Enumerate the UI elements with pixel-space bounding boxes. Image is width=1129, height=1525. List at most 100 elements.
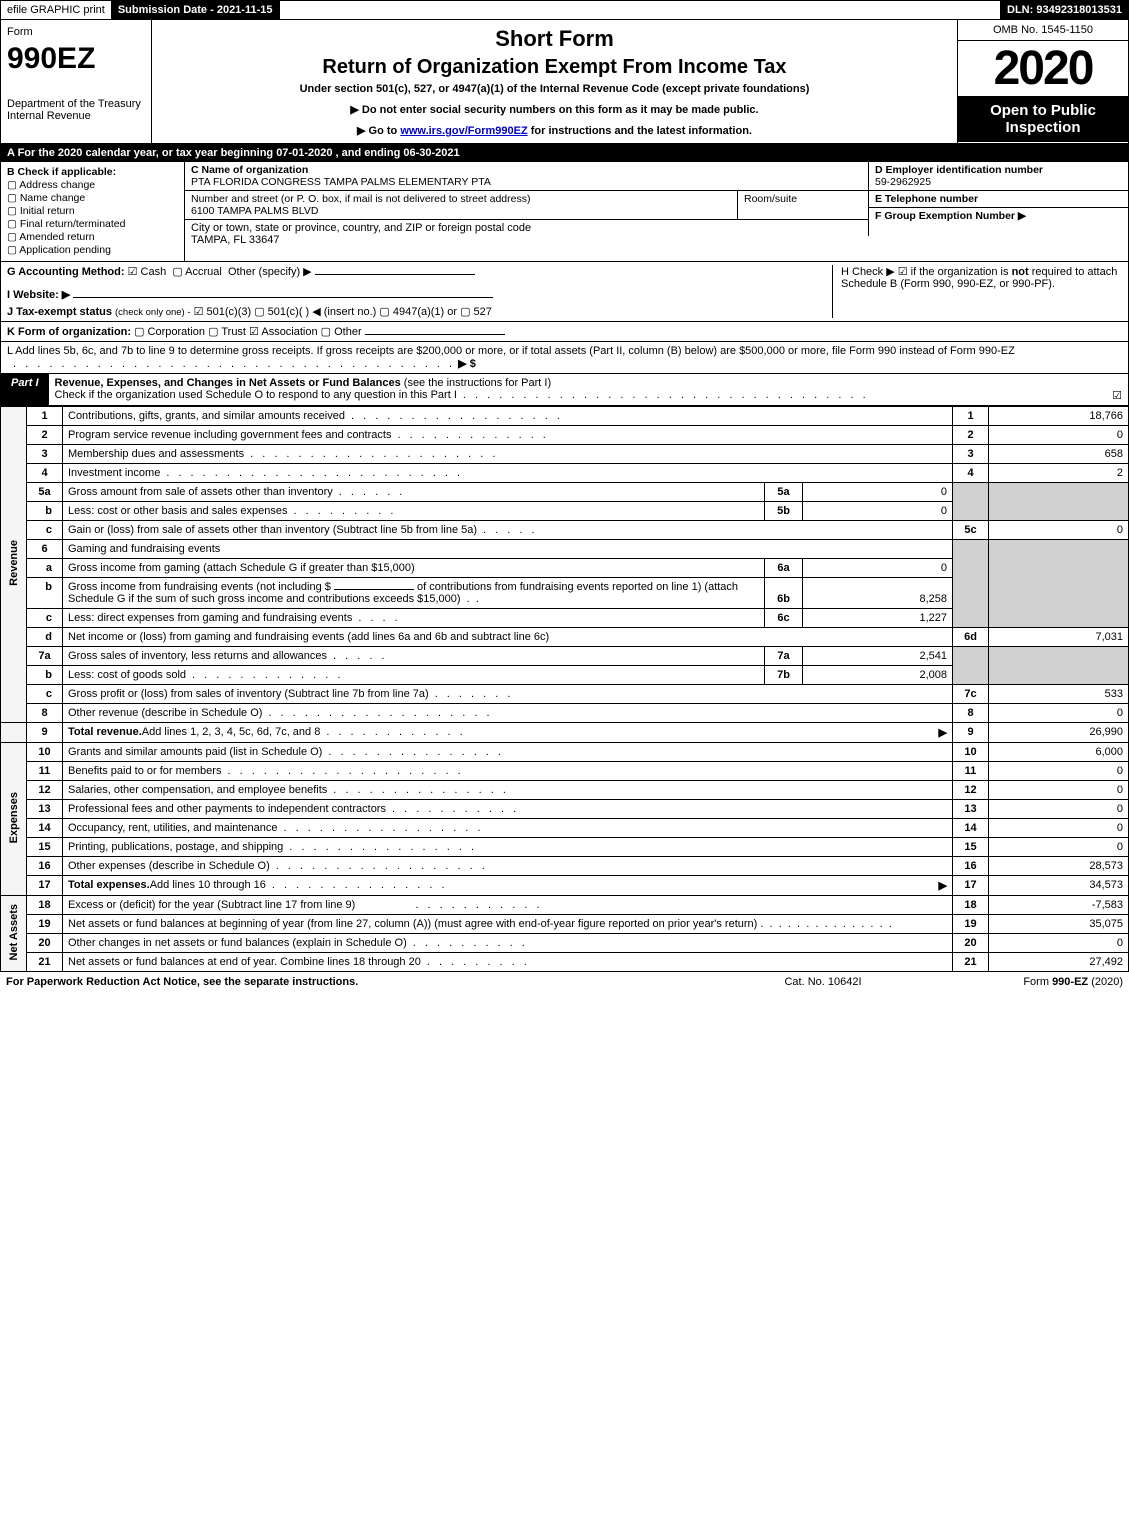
- l8-ref: 8: [953, 704, 989, 723]
- l8-n: 8: [27, 704, 63, 723]
- l-text: L Add lines 5b, 6c, and 7b to line 9 to …: [7, 345, 1015, 357]
- top-spacer: [280, 1, 1002, 19]
- section-k: K Form of organization: ▢ Corporation ▢ …: [0, 322, 1129, 342]
- internal-revenue: Internal Revenue: [7, 110, 145, 122]
- part1-table: Revenue 1 Contributions, gifts, grants, …: [0, 406, 1129, 972]
- check-final-return[interactable]: ▢ Final return/terminated: [7, 218, 178, 230]
- check-name-change[interactable]: ▢ Name change: [7, 192, 178, 204]
- dept-treasury: Department of the Treasury: [7, 98, 145, 110]
- l20-t: Other changes in net assets or fund bala…: [68, 937, 407, 949]
- footer-right: Form 990-EZ (2020): [923, 976, 1123, 988]
- l17-amt: 34,573: [989, 876, 1129, 896]
- part1-checkbox[interactable]: ☑: [1112, 389, 1122, 402]
- l6d-t: Net income or (loss) from gaming and fun…: [63, 628, 953, 647]
- row-3: 3 Membership dues and assessments. . . .…: [1, 445, 1129, 464]
- line-a-calendar-year: A For the 2020 calendar year, or tax yea…: [0, 144, 1129, 162]
- l5a-subv: 0: [803, 483, 953, 502]
- chk3: Final return/terminated: [20, 218, 126, 230]
- l13-ref: 13: [953, 800, 989, 819]
- l11-amt: 0: [989, 762, 1129, 781]
- website-field[interactable]: [73, 297, 493, 298]
- header-center: Short Form Return of Organization Exempt…: [151, 20, 958, 143]
- check-initial-return[interactable]: ▢ Initial return: [7, 205, 178, 217]
- l18-n: 18: [27, 896, 63, 915]
- check-application-pending[interactable]: ▢ Application pending: [7, 244, 178, 256]
- l3-n: 3: [27, 445, 63, 464]
- e-label: E Telephone number: [875, 193, 1122, 205]
- l5b-subv: 0: [803, 502, 953, 521]
- part1-title-tail: (see the instructions for Part I): [404, 377, 551, 389]
- l7a-n: 7a: [27, 647, 63, 666]
- c-name-label: C Name of organization: [191, 164, 862, 176]
- section-b: B Check if applicable: ▢ Address change …: [1, 162, 185, 261]
- l4-amt: 2: [989, 464, 1129, 483]
- l21-ref: 21: [953, 953, 989, 972]
- l2-amt: 0: [989, 426, 1129, 445]
- l5c-n: c: [27, 521, 63, 540]
- row-16: 16 Other expenses (describe in Schedule …: [1, 857, 1129, 876]
- k-opts[interactable]: ▢ Corporation ▢ Trust ☑ Association ▢ Ot…: [134, 326, 362, 338]
- l6-ref-shaded: [953, 540, 989, 628]
- section-bcdef: B Check if applicable: ▢ Address change …: [0, 162, 1129, 262]
- g-cash[interactable]: ☑ Cash: [128, 266, 167, 278]
- g-other[interactable]: Other (specify) ▶: [228, 266, 312, 278]
- l6b-cell: Gross income from fundraising events (no…: [63, 578, 765, 609]
- l7b-n: b: [27, 666, 63, 685]
- l6-n: 6: [27, 540, 63, 559]
- omb-number: OMB No. 1545-1150: [958, 20, 1128, 41]
- row-6: 6 Gaming and fundraising events: [1, 540, 1129, 559]
- check-address-change[interactable]: ▢ Address change: [7, 179, 178, 191]
- header-left: Form 990EZ Department of the Treasury In…: [1, 20, 151, 143]
- l13-n: 13: [27, 800, 63, 819]
- l12-t: Salaries, other compensation, and employ…: [68, 784, 327, 796]
- l14-amt: 0: [989, 819, 1129, 838]
- d-block: D Employer identification number 59-2962…: [868, 162, 1128, 191]
- l5c-ref: 5c: [953, 521, 989, 540]
- goto-prefix: ▶ Go to: [357, 125, 400, 137]
- l10-amt: 6,000: [989, 743, 1129, 762]
- c-city-row: City or town, state or province, country…: [185, 220, 868, 248]
- row-8: 8 Other revenue (describe in Schedule O)…: [1, 704, 1129, 723]
- l17-arrow: ▶: [939, 879, 947, 892]
- g-label: G Accounting Method:: [7, 266, 125, 278]
- h-not: not: [1012, 266, 1029, 278]
- l15-n: 15: [27, 838, 63, 857]
- l6a-t: Gross income from gaming (attach Schedul…: [63, 559, 765, 578]
- top-bar: efile GRAPHIC print Submission Date - 20…: [0, 0, 1129, 20]
- l14-t: Occupancy, rent, utilities, and maintena…: [68, 822, 278, 834]
- irs-link[interactable]: www.irs.gov/Form990EZ: [400, 125, 527, 137]
- l16-t: Other expenses (describe in Schedule O): [68, 860, 270, 872]
- l5a-sub: 5a: [765, 483, 803, 502]
- l13-t: Professional fees and other payments to …: [68, 803, 386, 815]
- l9-n: 9: [27, 723, 63, 743]
- l5b-n: b: [27, 502, 63, 521]
- dln: DLN: 93492318013531: [1001, 1, 1128, 19]
- l19-amt: 35,075: [989, 915, 1129, 934]
- row-17: 17 Total expenses. Add lines 10 through …: [1, 876, 1129, 896]
- l12-ref: 12: [953, 781, 989, 800]
- l6c-n: c: [27, 609, 63, 628]
- l17-ref: 17: [953, 876, 989, 896]
- l2-n: 2: [27, 426, 63, 445]
- c-street-label: Number and street (or P. O. box, if mail…: [191, 193, 731, 205]
- l10-ref: 10: [953, 743, 989, 762]
- l21-amt: 27,492: [989, 953, 1129, 972]
- j-opts[interactable]: ☑ 501(c)(3) ▢ 501(c)( ) ◀ (insert no.) ▢…: [194, 306, 492, 318]
- row-7c: c Gross profit or (loss) from sales of i…: [1, 685, 1129, 704]
- row-15: 15 Printing, publications, postage, and …: [1, 838, 1129, 857]
- check-amended-return[interactable]: ▢ Amended return: [7, 231, 178, 243]
- short-form-title: Short Form: [158, 26, 951, 52]
- footer-right-bold: 990-EZ: [1052, 976, 1088, 988]
- section-j: J Tax-exempt status (check only one) - ☑…: [7, 305, 832, 318]
- l17-n: 17: [27, 876, 63, 896]
- efile-print-label: efile GRAPHIC print: [1, 1, 112, 19]
- c-city-label: City or town, state or province, country…: [191, 222, 862, 234]
- part1-checknote: Check if the organization used Schedule …: [55, 389, 457, 402]
- g-accrual[interactable]: ▢ Accrual: [172, 266, 222, 278]
- row-4: 4 Investment income. . . . . . . . . . .…: [1, 464, 1129, 483]
- l7c-ref: 7c: [953, 685, 989, 704]
- l5b-sub: 5b: [765, 502, 803, 521]
- l1-n: 1: [27, 407, 63, 426]
- l5a-t: Gross amount from sale of assets other t…: [68, 486, 333, 498]
- footer-right-tail: (2020): [1088, 976, 1123, 988]
